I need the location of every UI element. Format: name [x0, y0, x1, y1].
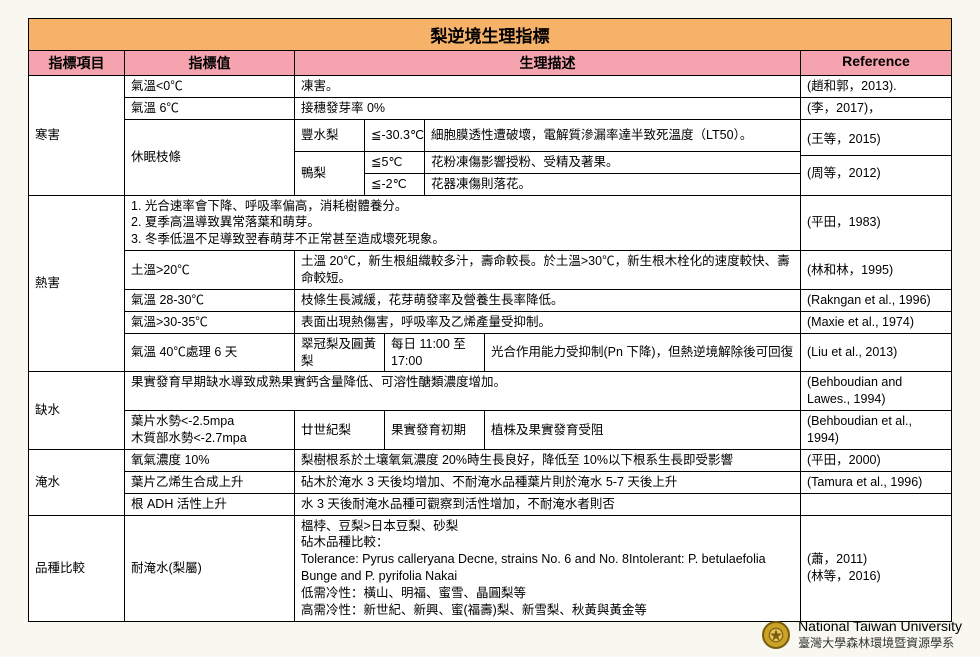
heat-r5-c2: 每日 11:00 至 17:00 — [385, 334, 485, 372]
cold-r3-t2b: ≦-2℃ — [365, 174, 425, 195]
cold-r1-desc: 凍害。 — [295, 76, 801, 97]
footer-zh: 臺灣大學森林環境暨資源學系 — [798, 634, 962, 651]
flood-r3-desc: 水 3 天後耐淹水品種可觀察到活性增加，不耐淹水者則否 — [295, 494, 801, 515]
waterdef-r2-c1: 廿世紀梨 — [295, 411, 385, 449]
header-indicator: 指標值 — [125, 51, 295, 75]
heat-r5-c3: 光合作用能力受抑制(Pn 下降)，但熱逆境解除後可回復 — [485, 334, 800, 372]
flood-r1-desc: 梨樹根系於土壤氧氣濃度 20%時生長良好，降低至 10%以下根系生長即受影響 — [295, 450, 801, 471]
cold-r3-d2b: 花器凍傷則落花。 — [425, 174, 800, 195]
waterdef-r2-ind: 葉片水勢<-2.5mpa 木質部水勢<-2.7mpa — [125, 411, 295, 449]
flood-r1-ref: (平田，2000) — [801, 450, 951, 471]
cold-r2-desc: 接穗發芽率 0% — [295, 98, 801, 119]
waterdef-r1-ref: (Behboudian and Lawes., 1994) — [801, 372, 951, 410]
block-variety: 品種比較 耐淹水(梨屬) 榲桲、豆梨>日本豆梨、砂梨 砧木品種比較： Toler… — [29, 516, 951, 621]
item-flood: 淹水 — [29, 450, 125, 515]
flood-r2-ind: 葉片乙烯生合成上升 — [125, 472, 295, 493]
heat-r5-desc: 翠冠梨及圓黃梨 每日 11:00 至 17:00 光合作用能力受抑制(Pn 下降… — [295, 334, 801, 372]
flood-r3-ref — [801, 494, 951, 515]
header-item: 指標項目 — [29, 51, 125, 75]
item-waterdef: 缺水 — [29, 372, 125, 449]
heat-r2-ind: 土溫>20℃ — [125, 251, 295, 289]
heat-r1-desc-text: 1. 光合速率會下降、呼吸率偏高，消耗樹體養分。 2. 夏季高溫導致異常落葉和萌… — [131, 199, 445, 247]
waterdef-r1-desc: 果實發育早期缺水導致成熟果實鈣含量降低、可溶性醣類濃度增加。 — [125, 372, 801, 410]
heat-r5-ind: 氣溫 40℃處理 6 天 — [125, 334, 295, 372]
heat-r5-c1: 翠冠梨及圓黃梨 — [295, 334, 385, 372]
heat-r5-ref: (Liu et al., 2013) — [801, 334, 951, 372]
block-waterdef: 缺水 果實發育早期缺水導致成熟果實鈣含量降低、可溶性醣類濃度增加。 (Behbo… — [29, 372, 951, 450]
flood-r2-desc: 砧木於淹水 3 天後均增加、不耐淹水品種葉片則於淹水 5-7 天後上升 — [295, 472, 801, 493]
cold-r3-desc: 豐水梨 ≦-30.3℃ 細胞膜透性遭破壞，電解質滲漏率達半致死溫度（LT50）。… — [295, 120, 801, 195]
waterdef-r2-c3: 植株及果實發育受阻 — [485, 411, 800, 449]
table-header-row: 指標項目 指標值 生理描述 Reference — [29, 51, 951, 76]
item-variety: 品種比較 — [29, 516, 125, 621]
table-title: 梨逆境生理指標 — [29, 19, 951, 51]
waterdef-r2-c2: 果實發育初期 — [385, 411, 485, 449]
heat-r4-ref: (Maxie et al., 1974) — [801, 312, 951, 333]
flood-r2r3-ref: (Tamura et al., 1996) — [801, 472, 951, 493]
cold-r3-ref1: (王等，2015) — [801, 124, 951, 155]
header-ref: Reference — [801, 51, 951, 75]
cold-r3-v1: 豐水梨 — [295, 120, 365, 151]
item-cold: 寒害 — [29, 76, 125, 195]
ntu-logo-icon — [762, 621, 790, 649]
variety-ind: 耐淹水(梨屬) — [125, 516, 295, 621]
cold-r3-ind: 休眠枝條 — [125, 120, 295, 195]
waterdef-r2-desc: 廿世紀梨 果實發育初期 植株及果實發育受阻 — [295, 411, 801, 449]
heat-r4-desc: 表面出現熱傷害，呼吸率及乙烯產量受抑制。 — [295, 312, 801, 333]
heat-r1-ref: (平田，1983) — [801, 196, 951, 251]
heat-r2-desc: 土溫 20℃，新生根組織較多汁，壽命較長。於土溫>30℃，新生根木栓化的速度較快… — [295, 251, 801, 289]
heat-r2-ref: (林和林，1995) — [801, 251, 951, 289]
cold-r2-ind: 氣溫 6℃ — [125, 98, 295, 119]
flood-r3-ind: 根 ADH 活性上升 — [125, 494, 295, 515]
cold-r3-ref: (王等，2015) (周等，2012) — [801, 120, 951, 195]
block-heat: 熱害 1. 光合速率會下降、呼吸率偏高，消耗樹體養分。 2. 夏季高溫導致異常落… — [29, 196, 951, 373]
block-flood: 淹水 氧氣濃度 10% 梨樹根系於土壤氧氣濃度 20%時生長良好，降低至 10%… — [29, 450, 951, 516]
footer: National Taiwan University 臺灣大學森林環境暨資源學系 — [762, 618, 962, 651]
heat-r3-ref: (Rakngan et al., 1996) — [801, 290, 951, 311]
cold-r3-v2: 鴨梨 — [295, 152, 365, 195]
cold-r3-ref2: (周等，2012) — [801, 156, 951, 190]
cold-r2-ref: (李，2017)， — [801, 98, 951, 119]
cold-r3-d2a: 花粉凍傷影響授粉、受精及著果。 — [425, 152, 800, 173]
variety-desc: 榲桲、豆梨>日本豆梨、砂梨 砧木品種比較： Tolerance: Pyrus c… — [295, 516, 801, 621]
flood-ref-joint: (Tamura et al., 1996) — [801, 472, 951, 493]
table-body: 寒害 氣溫<0℃ 凍害。 (趙和郭，2013). 氣溫 6℃ 接穗發芽率 0% … — [29, 76, 951, 621]
heat-r3-ind: 氣溫 28-30℃ — [125, 290, 295, 311]
cold-r1-ref: (趙和郭，2013). — [801, 76, 951, 97]
cold-r3-d1: 細胞膜透性遭破壞，電解質滲漏率達半致死溫度（LT50）。 — [425, 120, 800, 151]
item-heat: 熱害 — [29, 196, 125, 372]
heat-r1-desc: 1. 光合速率會下降、呼吸率偏高，消耗樹體養分。 2. 夏季高溫導致異常落葉和萌… — [125, 196, 801, 251]
header-desc: 生理描述 — [295, 51, 801, 75]
cold-r3-t2a: ≦5℃ — [365, 152, 425, 173]
stress-indicator-table: 梨逆境生理指標 指標項目 指標值 生理描述 Reference 寒害 氣溫<0℃… — [28, 18, 952, 622]
footer-en: National Taiwan University — [798, 618, 962, 634]
cold-r3-t1: ≦-30.3℃ — [365, 120, 425, 151]
heat-r4-ind: 氣溫>30-35℃ — [125, 312, 295, 333]
flood-r1-ind: 氧氣濃度 10% — [125, 450, 295, 471]
waterdef-r2-ref: (Behboudian et al., 1994) — [801, 411, 951, 449]
cold-r1-ind: 氣溫<0℃ — [125, 76, 295, 97]
heat-r3-desc: 枝條生長減緩，花芽萌發率及營養生長率降低。 — [295, 290, 801, 311]
block-cold: 寒害 氣溫<0℃ 凍害。 (趙和郭，2013). 氣溫 6℃ 接穗發芽率 0% … — [29, 76, 951, 196]
variety-ref: (蕭，2011) (林等，2016) — [801, 516, 951, 621]
